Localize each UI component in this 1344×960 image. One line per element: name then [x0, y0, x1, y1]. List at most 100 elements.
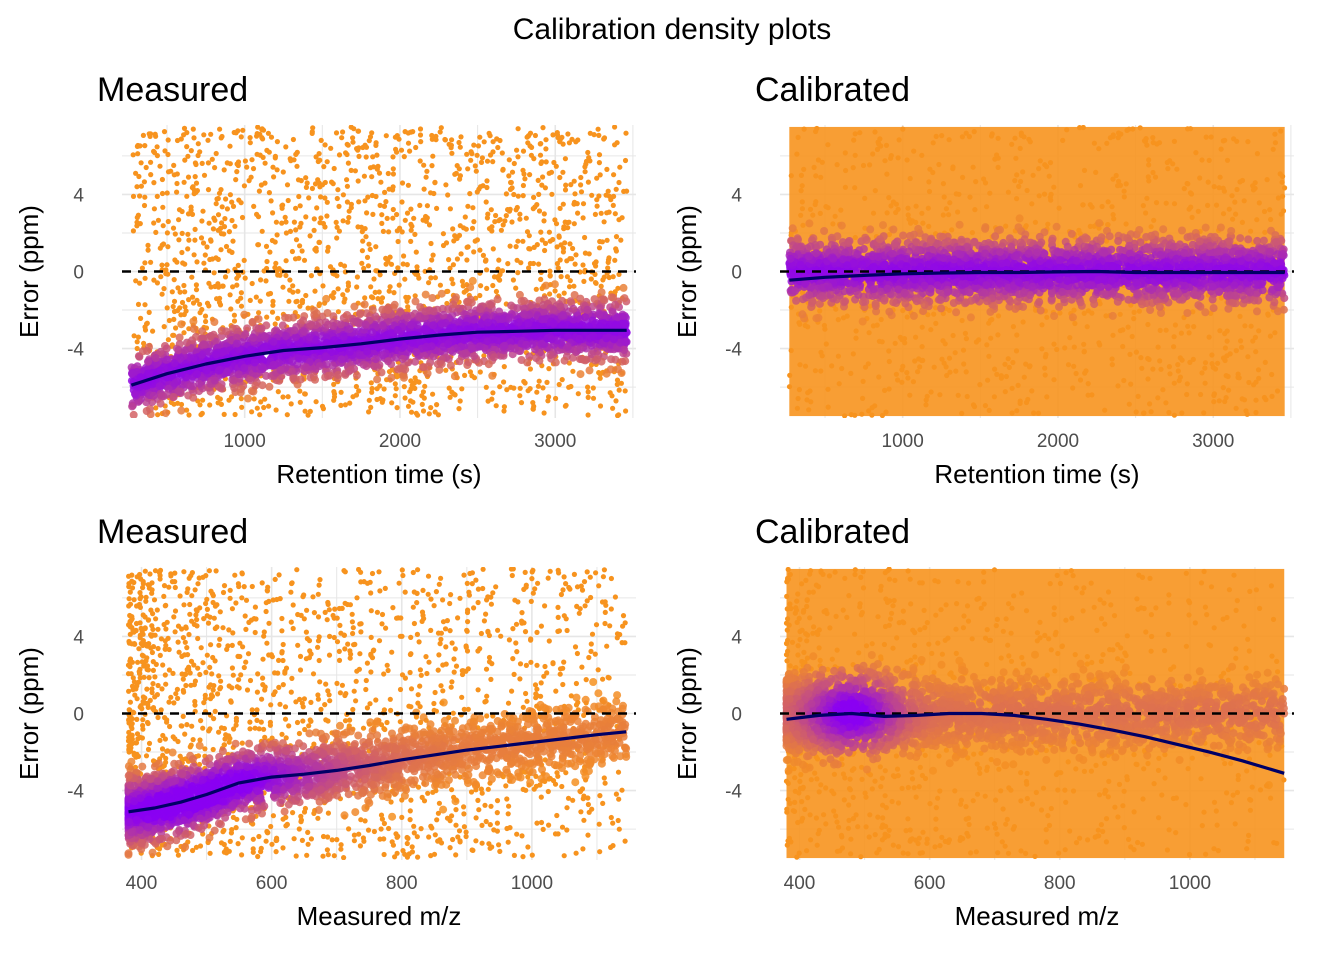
data-point: [178, 136, 184, 142]
data-point: [559, 377, 565, 383]
data-point: [223, 243, 230, 250]
data-point: [1054, 346, 1060, 353]
data-point: [573, 139, 579, 145]
data-point: [1064, 127, 1070, 133]
data-point: [175, 333, 184, 342]
data-point: [546, 351, 555, 360]
data-point: [483, 384, 489, 390]
data-point: [399, 199, 405, 205]
data-point: [468, 276, 477, 285]
data-point: [1016, 183, 1022, 189]
data-point: [419, 363, 428, 372]
data-point: [475, 143, 482, 149]
data-point: [802, 322, 808, 329]
data-point: [429, 132, 435, 139]
x-axis-label: Retention time (s): [276, 459, 481, 489]
data-point: [1042, 372, 1048, 378]
data-point: [348, 201, 354, 207]
data-point: [408, 338, 417, 347]
data-point: [217, 396, 223, 402]
data-point: [1239, 344, 1245, 350]
data-point: [1085, 381, 1091, 387]
data-point: [299, 248, 305, 254]
data-point: [408, 238, 414, 244]
data-point: [438, 125, 444, 131]
data-point: [314, 205, 320, 211]
data-point: [601, 219, 607, 225]
data-point: [882, 387, 888, 393]
data-point: [221, 411, 227, 417]
data-point: [371, 312, 380, 321]
data-point: [953, 368, 959, 374]
data-point: [272, 153, 278, 159]
data-point: [235, 298, 241, 304]
data-point: [346, 208, 352, 214]
data-point: [275, 389, 281, 395]
data-point: [337, 355, 346, 364]
data-point: [405, 182, 411, 188]
data-point: [185, 174, 192, 180]
y-axis-label: Error (ppm): [14, 205, 44, 338]
data-point: [424, 203, 430, 209]
data-point: [428, 294, 437, 302]
data-point: [198, 334, 207, 343]
data-point: [605, 265, 611, 271]
data-point: [1157, 327, 1163, 333]
data-point: [426, 411, 432, 417]
data-point: [564, 258, 570, 264]
data-point: [455, 357, 464, 366]
data-point: [554, 261, 561, 267]
data-point: [189, 393, 198, 402]
data-point: [211, 350, 220, 359]
data-point: [160, 204, 166, 210]
data-point: [1202, 360, 1209, 366]
data-point: [408, 398, 414, 404]
data-point: [207, 256, 213, 263]
data-point: [223, 196, 229, 202]
data-point: [1013, 155, 1019, 161]
data-point: [363, 154, 369, 160]
data-point: [1199, 370, 1205, 376]
data-point: [605, 257, 612, 263]
y-tick-label: 4: [73, 185, 84, 206]
data-point: [1186, 206, 1192, 212]
data-point: [402, 276, 408, 282]
data-point: [832, 213, 838, 219]
data-point: [128, 369, 136, 378]
data-point: [216, 299, 223, 305]
data-point: [614, 377, 621, 383]
data-point: [155, 217, 161, 223]
data-point: [530, 206, 536, 212]
data-point: [230, 384, 239, 393]
data-point: [143, 164, 149, 171]
data-point: [175, 308, 181, 314]
data-point: [1190, 309, 1196, 315]
data-point: [915, 369, 921, 375]
data-point: [515, 238, 521, 244]
data-point: [251, 203, 257, 209]
data-point: [434, 402, 440, 408]
data-point: [189, 274, 195, 280]
data-point: [176, 354, 185, 363]
data-point: [1210, 364, 1216, 370]
data-point: [520, 310, 529, 319]
data-point: [510, 277, 516, 283]
data-point: [177, 289, 183, 295]
data-point: [917, 364, 923, 370]
data-point: [1147, 401, 1153, 407]
data-point: [459, 386, 465, 392]
data-point: [185, 246, 191, 252]
data-point: [134, 214, 140, 221]
y-tick-label: -4: [67, 340, 84, 361]
data-point: [1025, 396, 1031, 403]
data-point: [1105, 199, 1111, 205]
data-point: [1091, 223, 1097, 229]
data-point: [264, 314, 270, 320]
data-point: [161, 286, 167, 292]
data-point: [293, 205, 299, 211]
data-point: [311, 227, 317, 233]
data-point: [882, 158, 888, 164]
data-point: [842, 184, 849, 190]
data-point: [619, 215, 625, 221]
data-point: [905, 375, 911, 381]
